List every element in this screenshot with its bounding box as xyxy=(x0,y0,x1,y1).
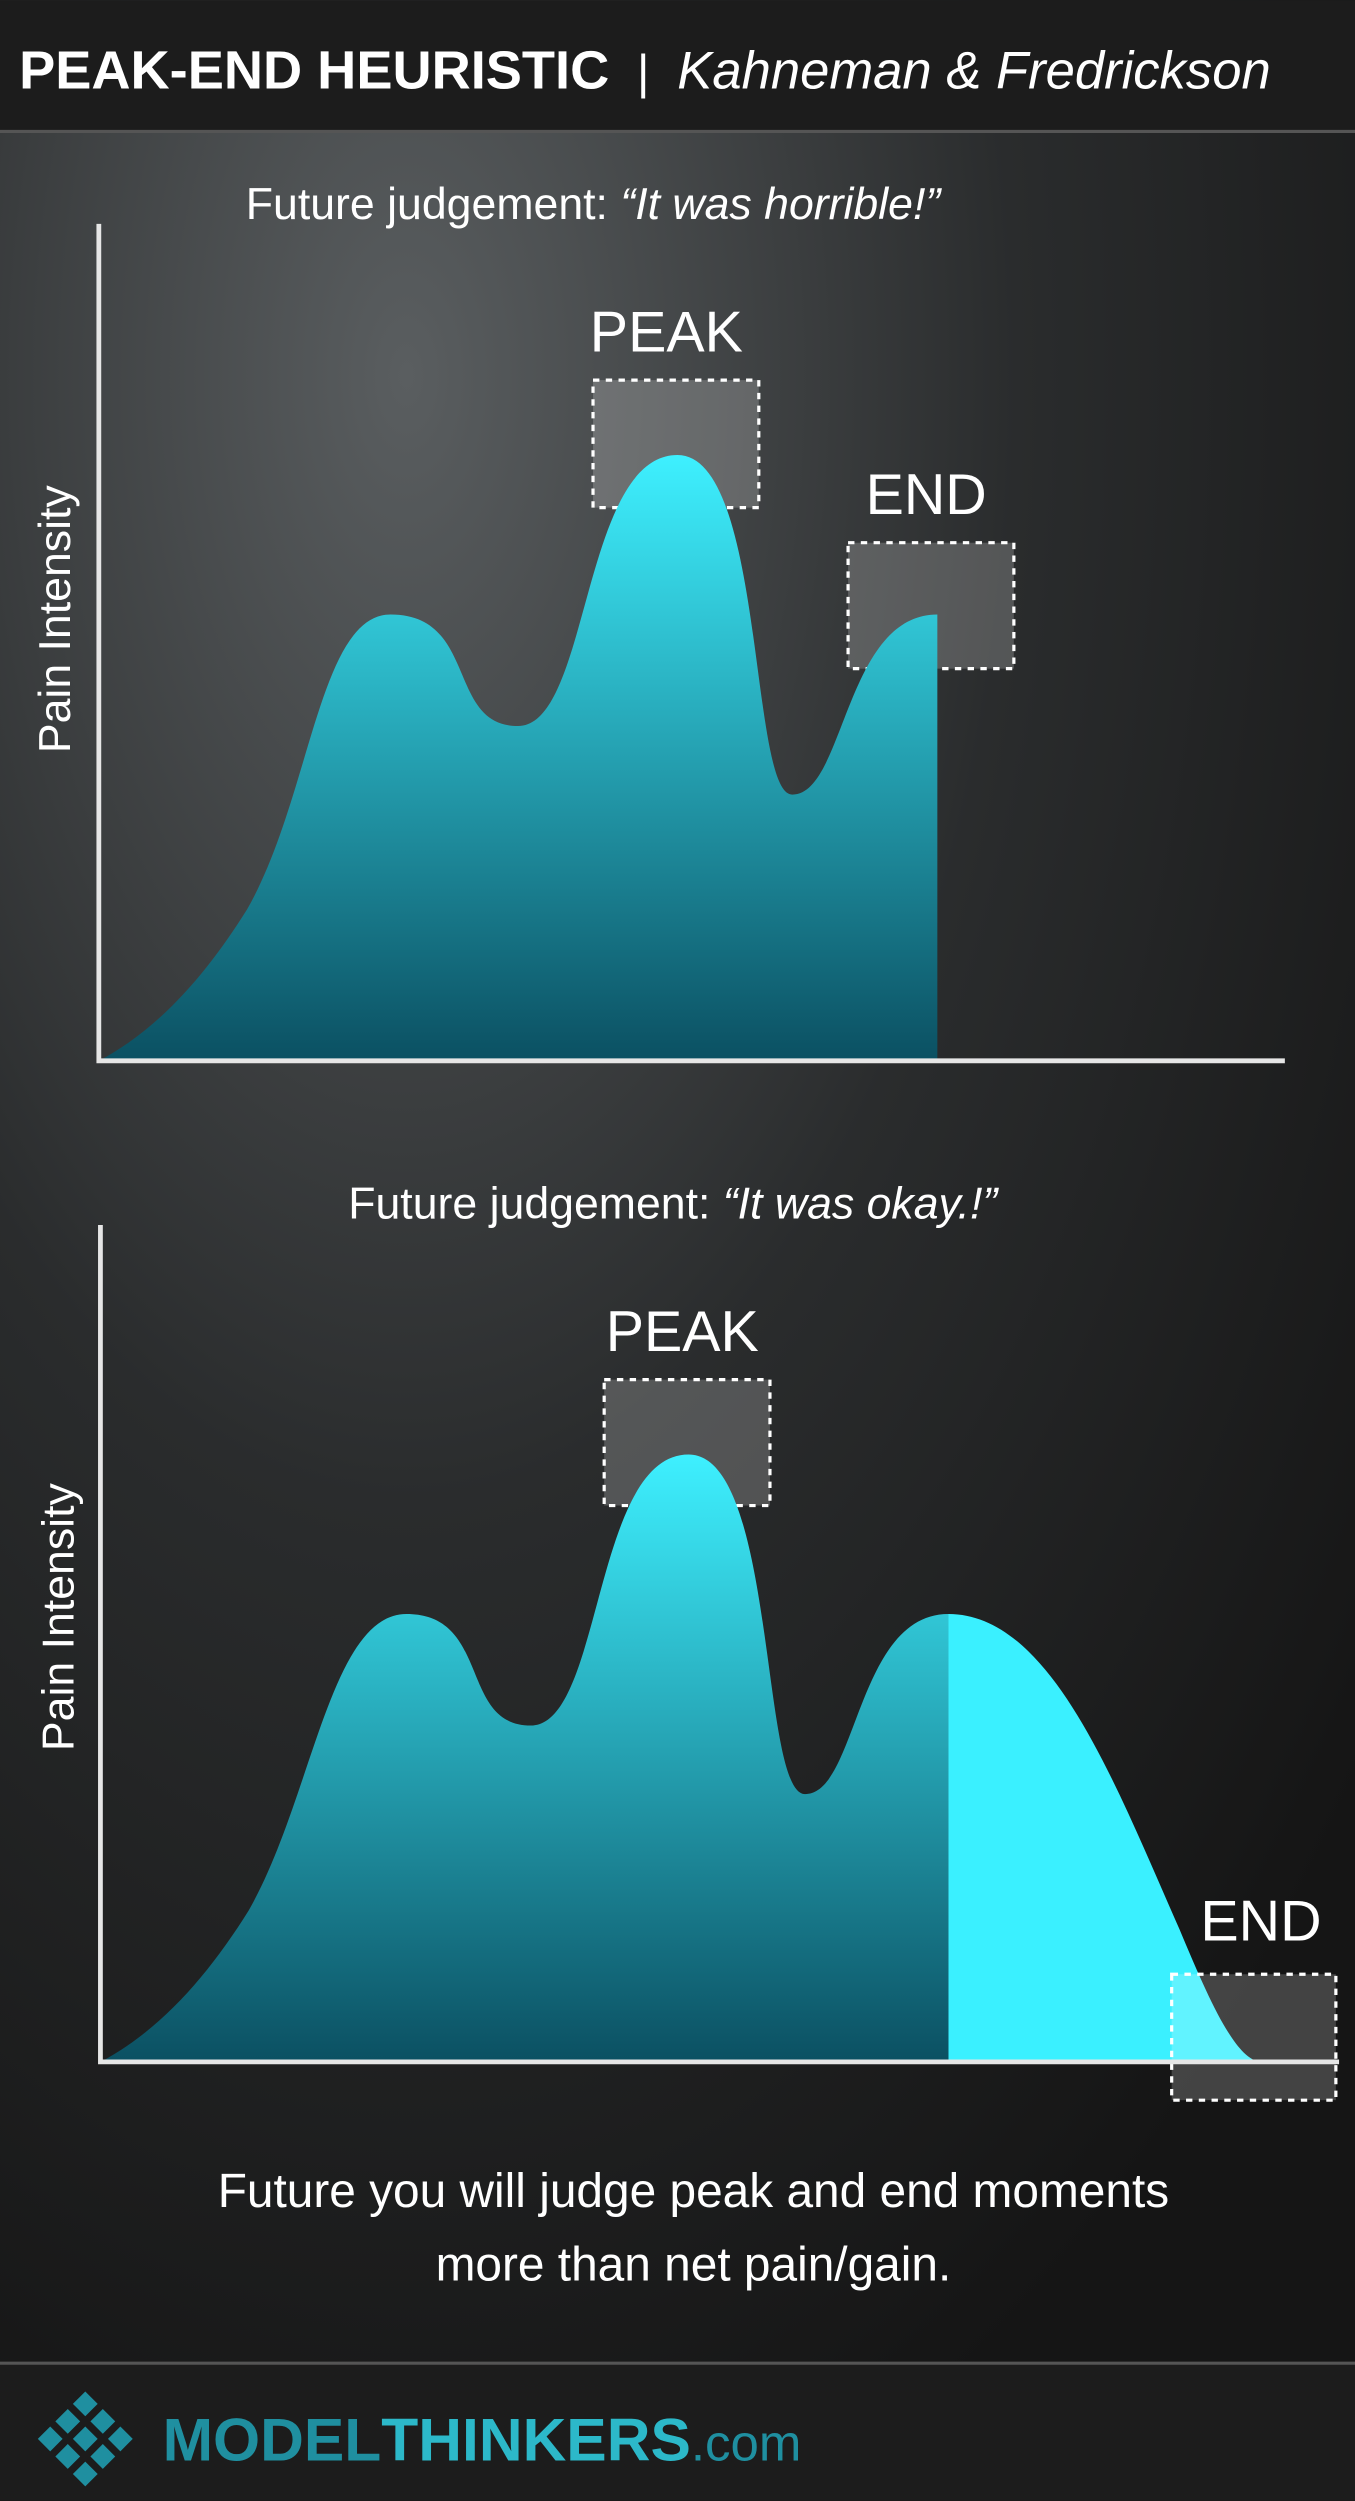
header-separator: | xyxy=(637,46,649,99)
y-axis-label: Pain Intensity xyxy=(31,485,80,754)
peak-label: PEAK xyxy=(606,1300,759,1364)
logo-text: MODELTHINKERS.com xyxy=(163,2405,802,2473)
pain-curve xyxy=(100,1454,949,2062)
logo-model: MODEL xyxy=(163,2405,382,2473)
conclusion-line: more than net pain/gain. xyxy=(436,2238,952,2291)
axes xyxy=(98,1224,1340,2065)
header-subtitle: Kahneman & Fredrickson xyxy=(677,41,1270,100)
conclusion-line: Future you will judge peak and end momen… xyxy=(218,2165,1170,2218)
judgement-quote: “It was okay.!” xyxy=(723,1180,1000,1229)
logo-thinkers: THINKERS xyxy=(381,2405,691,2473)
end-label: END xyxy=(866,463,987,527)
header-bar xyxy=(0,0,1355,132)
judgement-quote: “It was horrible!” xyxy=(620,180,942,229)
axes xyxy=(96,223,1285,1064)
y-axis-label: Pain Intensity xyxy=(34,1483,83,1752)
pain-curve xyxy=(98,455,938,1061)
end-label: END xyxy=(1200,1890,1321,1954)
peak-label: PEAK xyxy=(590,300,743,364)
end-box xyxy=(1170,1972,1338,2102)
judgement-prefix: Future judgement: xyxy=(348,1180,723,1229)
header-title: PEAK-END HEURISTIC xyxy=(19,40,609,100)
header-text: PEAK-END HEURISTIC | Kahneman & Fredrick… xyxy=(19,40,1271,100)
judgement-prefix: Future judgement: xyxy=(246,180,621,229)
logo-suffix: .com xyxy=(691,2414,802,2471)
gentle-end-curve xyxy=(948,1613,1260,2062)
judgement: Future judgement: “It was okay.!” xyxy=(348,1180,999,1229)
footer-bar xyxy=(0,2363,1355,2501)
judgement: Future judgement: “It was horrible!” xyxy=(246,180,943,229)
